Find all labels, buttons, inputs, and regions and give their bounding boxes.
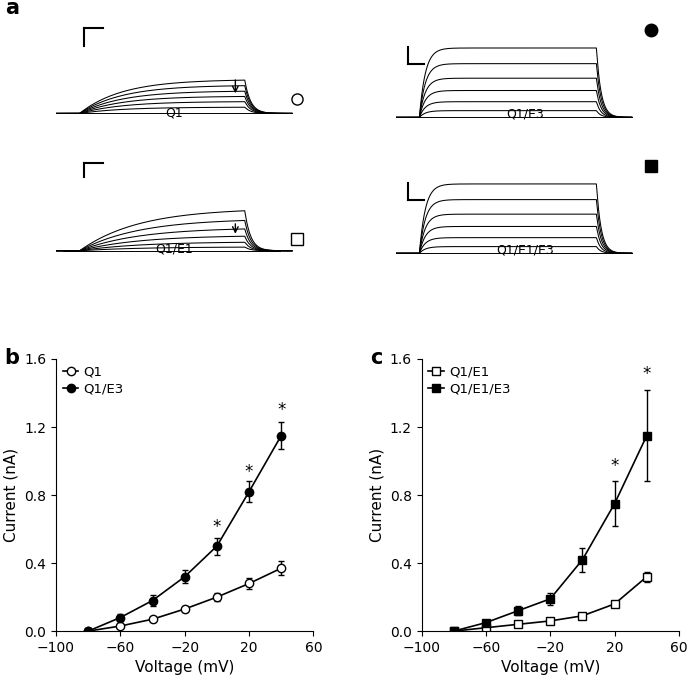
Text: *: *	[245, 464, 253, 482]
Text: *: *	[643, 365, 651, 383]
X-axis label: Voltage (mV): Voltage (mV)	[135, 661, 234, 676]
Text: Q1/E3: Q1/E3	[507, 108, 545, 121]
Text: b: b	[4, 348, 20, 368]
Text: *: *	[213, 518, 221, 536]
X-axis label: Voltage (mV): Voltage (mV)	[500, 661, 600, 676]
Text: Q1/E1/E3: Q1/E1/E3	[497, 244, 554, 257]
Legend: Q1, Q1/E3: Q1, Q1/E3	[62, 366, 124, 396]
Text: *: *	[277, 401, 286, 418]
Legend: Q1/E1, Q1/E1/E3: Q1/E1, Q1/E1/E3	[428, 366, 511, 396]
Text: Q1: Q1	[165, 107, 183, 119]
Text: *: *	[610, 457, 619, 475]
Y-axis label: Current (nA): Current (nA)	[4, 448, 19, 542]
Text: a: a	[5, 0, 19, 19]
Text: Q1/E1: Q1/E1	[155, 243, 193, 256]
Text: c: c	[370, 348, 382, 368]
Y-axis label: Current (nA): Current (nA)	[369, 448, 384, 542]
